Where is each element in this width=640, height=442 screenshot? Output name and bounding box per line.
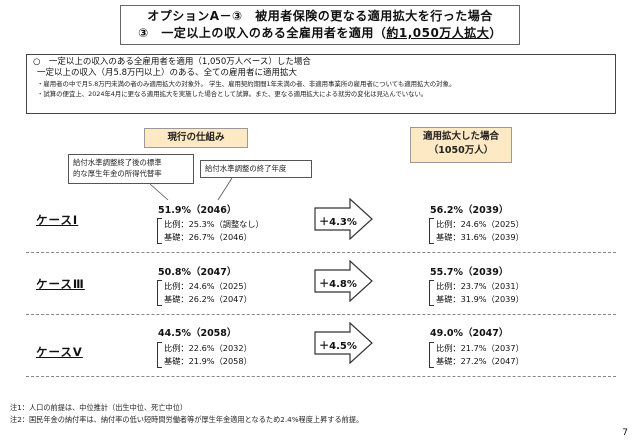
increase-arrow-icon <box>314 322 373 364</box>
brace <box>429 280 434 306</box>
expanded-breakdown: 比例：23.7%（2031） 基礎：31.9%（2039） <box>436 280 524 306</box>
delta-label: ＋4.8% <box>319 279 357 290</box>
replacement-rate-callout: 給付水準調整終了後の標準 的な厚生年金の所得代替率 <box>68 154 194 184</box>
expanded-hirei: 比例：21.7%（2037） <box>436 343 524 353</box>
footnotes: 注1：人口の前提は、中位推計（出生中位、死亡中位） 注2：国民年金の納付率は、納… <box>10 402 363 426</box>
expanded-rate: 49.0%（2047） <box>430 328 509 339</box>
increase-arrow-icon <box>314 260 373 302</box>
condition-note2: ・試算の便宜上、2024年4月に更なる適用拡大を実施した場合として試算。また、更… <box>37 90 428 98</box>
title-line2: ③ 一定以上の収入のある全雇用者を適用（約1,050万人拡大） <box>121 25 519 42</box>
brace <box>429 218 434 244</box>
case-label: ケースⅢ <box>36 277 85 291</box>
current-hirei: 比例：22.6%（2032） <box>164 343 252 353</box>
delta-label: ＋4.3% <box>319 217 357 228</box>
expanded-rate: 56.2%（2039） <box>430 205 509 216</box>
current-system-header: 現行の仕組み <box>144 128 248 148</box>
current-breakdown: 比例：25.3%（調整なし） 基礎：26.7%（2046） <box>164 218 264 244</box>
end-year-callout: 給付水準調整の終了年度 <box>200 160 312 178</box>
current-kiso: 基礎：26.2%（2047） <box>164 294 252 304</box>
expanded-header: 適用拡大した場合 （1050万人） <box>410 127 512 163</box>
page-number: 7 <box>622 428 628 438</box>
brace <box>157 218 162 244</box>
title-box: オプションA－③ 被用者保険の更なる適用拡大を行った場合 ③ 一定以上の収入のあ… <box>120 5 520 45</box>
title-line2-emphasis: 約1,050万人拡大 <box>386 26 490 40</box>
expanded-kiso: 基礎：31.9%（2039） <box>436 294 524 304</box>
expanded-header-line1: 適用拡大した場合 <box>422 131 499 142</box>
delta-label: ＋4.5% <box>319 341 357 352</box>
expanded-header-line2: （1050万人） <box>428 145 494 156</box>
case-label: ケースⅠ <box>36 213 79 227</box>
row-separator <box>26 376 616 377</box>
expanded-breakdown: 比例：24.6%（2025） 基礎：31.6%（2039） <box>436 218 524 244</box>
expanded-kiso: 基礎：31.6%（2039） <box>436 232 524 242</box>
current-rate: 44.5%（2058） <box>158 328 237 339</box>
callout-rate-line2: 的な厚生年金の所得代替率 <box>73 169 162 178</box>
expanded-breakdown: 比例：21.7%（2037） 基礎：27.2%（2047） <box>436 342 524 368</box>
current-kiso: 基礎：21.9%（2058） <box>164 356 252 366</box>
title-line2-suffix: ） <box>489 26 502 40</box>
brace <box>429 342 434 368</box>
current-breakdown: 比例：22.6%（2032） 基礎：21.9%（2058） <box>164 342 252 368</box>
expanded-hirei: 比例：23.7%（2031） <box>436 281 524 291</box>
footnote-2: 注2：国民年金の納付率は、納付率の低い短時間労働者等が厚生年金適用となるため2.… <box>10 415 364 424</box>
callout-rate-line1: 給付水準調整終了後の標準 <box>73 158 162 167</box>
title-line1: オプションA－③ 被用者保険の更なる適用拡大を行った場合 <box>147 9 493 23</box>
conditions-box: ○ 一定以上の収入のある全雇用者を適用（1,050万人ベース）した場合 一定以上… <box>26 54 616 114</box>
current-rate: 50.8%（2047） <box>158 267 237 278</box>
title-line2-prefix: ③ 一定以上の収入のある全雇用者を適用（ <box>138 26 387 40</box>
expanded-rate: 55.7%（2039） <box>430 267 509 278</box>
leader-line-year <box>217 177 233 201</box>
footnote-1: 注1：人口の前提は、中位推計（出生中位、死亡中位） <box>10 403 188 412</box>
condition-line2: 一定以上の収入（月5.8万円以上）のある、全ての雇用者に適用拡大 <box>37 68 298 78</box>
leader-line-rate <box>149 183 169 201</box>
current-kiso: 基礎：26.7%（2046） <box>164 232 252 242</box>
case-label: ケースⅤ <box>36 345 83 359</box>
row-separator <box>26 252 616 253</box>
brace <box>157 342 162 368</box>
current-hirei: 比例：25.3%（調整なし） <box>164 219 264 229</box>
row-separator <box>26 314 616 315</box>
condition-note1: ・雇用者の中で月5.8万円未満の者のみ適用拡大の対象外。 学生、雇用契約期間1年… <box>37 80 456 88</box>
condition-line1: ○ 一定以上の収入のある全雇用者を適用（1,050万人ベース）した場合 <box>33 57 311 67</box>
current-hirei: 比例：24.6%（2025） <box>164 281 252 291</box>
current-rate: 51.9%（2046） <box>158 205 237 216</box>
brace <box>157 280 162 306</box>
increase-arrow-icon <box>314 198 373 240</box>
expanded-kiso: 基礎：27.2%（2047） <box>436 356 524 366</box>
expanded-hirei: 比例：24.6%（2025） <box>436 219 524 229</box>
current-breakdown: 比例：24.6%（2025） 基礎：26.2%（2047） <box>164 280 252 306</box>
